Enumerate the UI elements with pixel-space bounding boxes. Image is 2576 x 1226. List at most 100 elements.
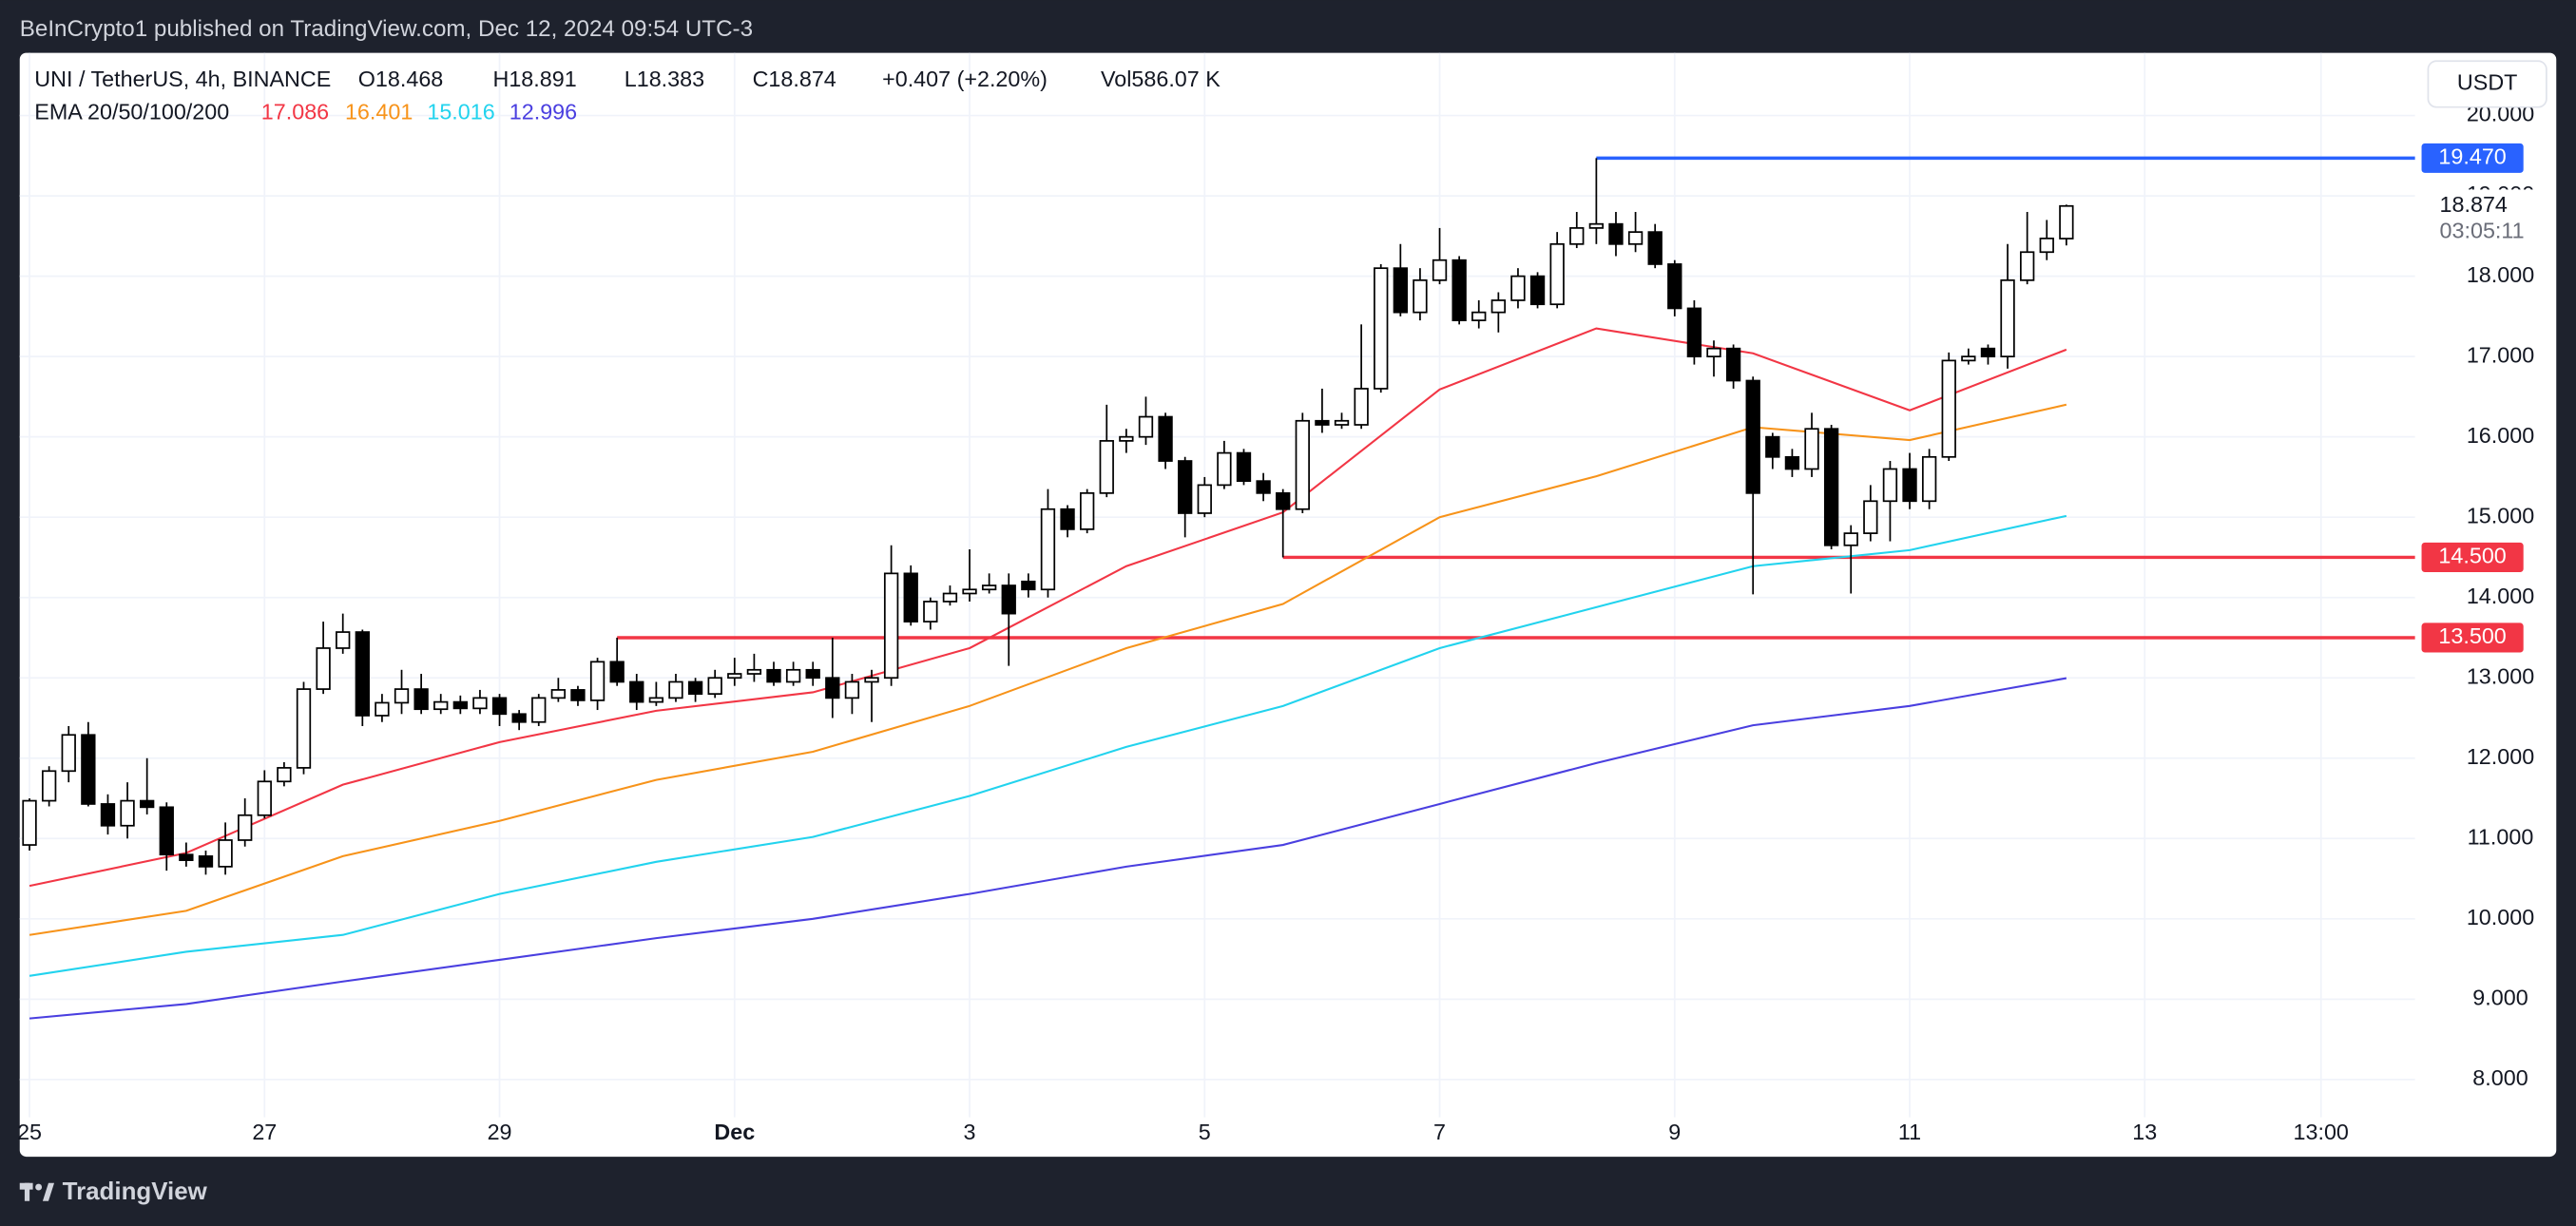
candle-body xyxy=(1256,480,1271,494)
candle-body xyxy=(629,680,644,703)
candle-body xyxy=(844,680,860,699)
candle-body xyxy=(609,661,625,683)
level-price-box xyxy=(2421,623,2524,653)
overlay: UNI / TetherUS, 4h, BINANCE O18.468 H18.… xyxy=(19,60,2547,1205)
candle-body xyxy=(277,767,292,783)
candle-body xyxy=(668,680,683,699)
candle-body xyxy=(2019,251,2035,281)
candle-body xyxy=(257,780,272,816)
x-tick-label: 27 xyxy=(252,1120,277,1144)
legend-high: H18.891 xyxy=(492,67,576,91)
candle-body xyxy=(1471,311,1487,321)
level-price-box xyxy=(2421,143,2524,173)
candle-body xyxy=(805,668,820,680)
candle-body xyxy=(2000,278,2015,358)
y-tick-label: 8.000 xyxy=(2472,1065,2528,1090)
x-tick-label: 7 xyxy=(1433,1120,1446,1144)
candle-body xyxy=(1510,275,1526,301)
legend-volume: Vol586.07 K xyxy=(1101,67,1221,91)
candle-body xyxy=(511,713,527,723)
candle-body xyxy=(746,668,762,675)
currency-button[interactable] xyxy=(2427,60,2547,108)
legend-indicator-value: 17.086 xyxy=(261,100,329,125)
candle-body xyxy=(1647,231,1663,265)
candle-body xyxy=(81,734,96,805)
candle-body xyxy=(1432,259,1448,281)
candle-body xyxy=(1823,428,1839,546)
candle-body xyxy=(1921,455,1937,503)
candle-body xyxy=(1569,227,1585,245)
y-tick-label: 16.000 xyxy=(2467,423,2534,448)
legend-open: O18.468 xyxy=(358,67,443,91)
chart-panel xyxy=(19,52,2557,1158)
candle-body xyxy=(336,631,351,649)
countdown-label: 03:05:11 xyxy=(2440,219,2525,243)
candle-body xyxy=(1902,468,1917,503)
candle-body xyxy=(100,803,116,827)
candle-body xyxy=(1276,491,1291,510)
candle-body xyxy=(1099,440,1114,494)
candle-body xyxy=(1197,484,1212,514)
y-tick-label: 18.000 xyxy=(2467,262,2534,287)
candle-body xyxy=(179,853,194,861)
candle-body xyxy=(1138,415,1154,438)
candle-body xyxy=(452,700,468,710)
footer-logo xyxy=(19,1182,55,1201)
candle-body xyxy=(22,799,37,846)
y-tick-label: 12.000 xyxy=(2467,744,2534,769)
candle-body xyxy=(1941,359,1956,458)
level-price-label: 13.500 xyxy=(2438,623,2506,648)
candle-body xyxy=(687,680,703,696)
y-tick-label: 14.000 xyxy=(2467,584,2534,608)
candle-body xyxy=(531,697,547,723)
candle-body xyxy=(1119,435,1134,442)
candle-body xyxy=(1588,222,1605,229)
candle-body xyxy=(1334,419,1350,426)
x-tick-label: 13:00 xyxy=(2294,1120,2349,1144)
x-tick-label: 3 xyxy=(964,1120,976,1144)
candle-body xyxy=(413,688,429,711)
candle-body xyxy=(41,770,57,802)
legend-indicator-value: 12.996 xyxy=(509,100,577,125)
candle-body xyxy=(375,701,390,717)
footer-brand: TradingView xyxy=(63,1178,208,1205)
candle-body xyxy=(864,677,879,683)
candle-body xyxy=(1765,435,1780,458)
x-tick-label: 25 xyxy=(17,1120,42,1144)
candle-body xyxy=(1413,278,1428,314)
candle-body xyxy=(238,814,253,841)
x-tick-label: 29 xyxy=(488,1120,512,1144)
y-tick-label: 13.000 xyxy=(2467,663,2534,688)
level-price-box xyxy=(2421,542,2524,573)
legend-change: +0.407 (+2.20%) xyxy=(882,67,1048,91)
candle-body xyxy=(1784,455,1800,470)
candle-body xyxy=(1882,468,1898,503)
candle-body xyxy=(433,700,449,711)
ema-line xyxy=(29,403,2067,936)
y-tick-label: 9.000 xyxy=(2472,985,2528,1009)
candle-body xyxy=(707,677,722,696)
candle-body xyxy=(1060,508,1075,530)
candle-body xyxy=(589,661,606,701)
candle-body xyxy=(491,697,508,716)
x-tick-label: 9 xyxy=(1668,1120,1681,1144)
candle-body xyxy=(355,631,370,717)
currency-label[interactable]: USDT xyxy=(2457,70,2518,95)
y-tick-label: 15.000 xyxy=(2467,503,2534,527)
candle-body xyxy=(1158,415,1173,462)
x-tick-label: Dec xyxy=(714,1120,755,1144)
candle-body xyxy=(727,673,742,680)
candle-body xyxy=(316,647,331,690)
candle-body xyxy=(1706,347,1721,358)
x-tick-label: 11 xyxy=(1898,1120,1921,1144)
candle-body xyxy=(785,668,801,683)
candle-body xyxy=(1843,532,1858,546)
candle-body xyxy=(159,806,174,856)
candle-body xyxy=(766,668,781,683)
candle-body xyxy=(1863,500,1878,534)
candle-body xyxy=(394,688,410,704)
candle-body xyxy=(2039,238,2054,254)
candle-body xyxy=(1627,231,1644,245)
